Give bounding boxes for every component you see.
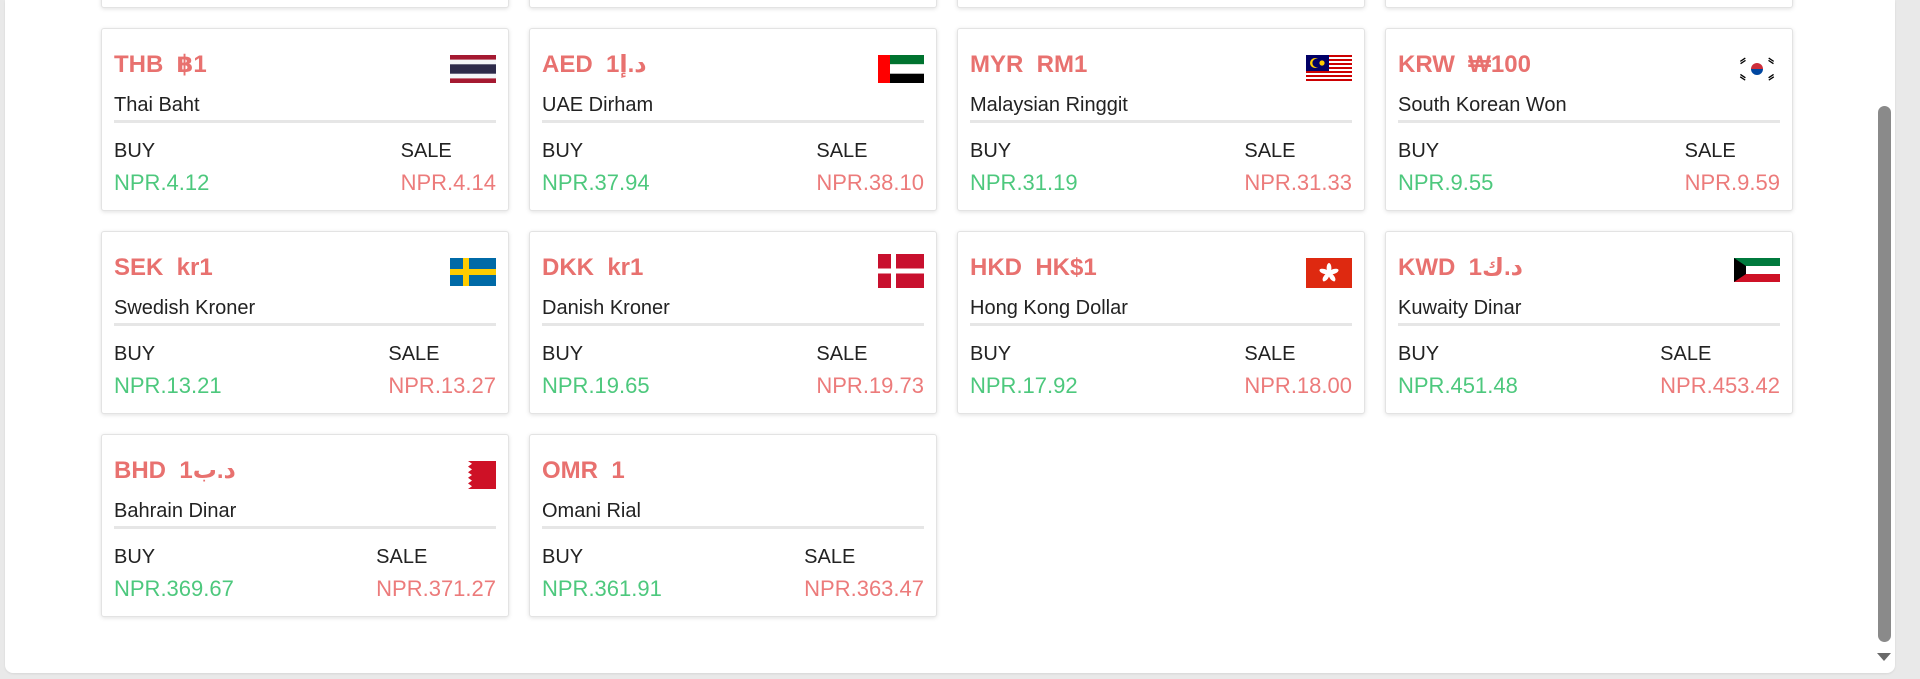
malaysia-flag-icon — [1306, 55, 1352, 83]
currency-card-sek: SEK kr1 Swedish Kroner BUY NPR.13.21 SAL… — [101, 231, 509, 414]
sale-label: SALE — [816, 343, 868, 365]
currency-code: KRW ₩100 — [1398, 51, 1531, 78]
currency-card-partial — [529, 0, 937, 8]
sale-rate: NPR.18.00 — [1244, 373, 1352, 398]
sale-rate: NPR.38.10 — [816, 170, 924, 195]
currency-name: Omani Rial — [542, 499, 924, 529]
currency-card-partial — [957, 0, 1365, 8]
sale-label: SALE — [1244, 343, 1296, 365]
sale-label: SALE — [816, 140, 868, 162]
buy-label: BUY — [542, 546, 584, 568]
currency-name: Danish Kroner — [542, 296, 924, 326]
currency-code: THB ฿1 — [114, 51, 207, 78]
currency-code: SEK kr1 — [114, 254, 213, 281]
buy-rate: NPR.4.12 — [114, 170, 210, 195]
sale-label: SALE — [1684, 140, 1736, 162]
denmark-flag-icon — [878, 254, 924, 288]
exchange-rate-panel: THB ฿1 Thai Baht BUY NPR.4.12 SALE NPR.4… — [5, 0, 1895, 673]
sale-rate: NPR.19.73 — [816, 373, 924, 398]
buy-rate: NPR.451.48 — [1398, 373, 1518, 398]
sale-label: SALE — [804, 546, 856, 568]
uae-flag-icon — [878, 55, 924, 83]
buy-label: BUY — [542, 343, 584, 365]
currency-card-hkd: HKD HK$1 Hong Kong Dollar BUY NPR.17.92 — [957, 231, 1365, 414]
buy-label: BUY — [114, 546, 156, 568]
currency-code: HKD HK$1 — [970, 254, 1097, 281]
currency-name: Kuwaity Dinar — [1398, 296, 1780, 326]
buy-label: BUY — [970, 343, 1012, 365]
sale-label: SALE — [376, 546, 428, 568]
currency-grid: THB ฿1 Thai Baht BUY NPR.4.12 SALE NPR.4… — [101, 0, 1793, 617]
buy-rate: NPR.13.21 — [114, 373, 222, 398]
thailand-flag-icon — [450, 55, 496, 83]
sale-rate: NPR.453.42 — [1660, 373, 1780, 398]
sale-label: SALE — [1244, 140, 1296, 162]
scrollbar-thumb[interactable] — [1878, 106, 1891, 642]
currency-name: Malaysian Ringgit — [970, 93, 1352, 123]
buy-label: BUY — [542, 140, 584, 162]
vertical-scrollbar[interactable] — [1873, 0, 1895, 673]
currency-card-thb: THB ฿1 Thai Baht BUY NPR.4.12 SALE NPR.4… — [101, 28, 509, 211]
buy-rate: NPR.361.91 — [542, 576, 662, 601]
currency-code: KWD د.ك1 — [1398, 254, 1523, 281]
currency-card-dkk: DKK kr1 Danish Kroner BUY NPR.19.65 SALE… — [529, 231, 937, 414]
buy-rate: NPR.19.65 — [542, 373, 650, 398]
sale-label: SALE — [400, 140, 452, 162]
currency-card-partial — [101, 0, 509, 8]
currency-name: Swedish Kroner — [114, 296, 496, 326]
sweden-flag-icon — [450, 258, 496, 286]
sale-rate: NPR.4.14 — [400, 170, 496, 195]
buy-rate: NPR.369.67 — [114, 576, 234, 601]
sale-rate: NPR.363.47 — [804, 576, 924, 601]
currency-code: DKK kr1 — [542, 254, 644, 281]
currency-card-omr: OMR 1 Omani Rial BUY NPR.361.91 SALE NPR… — [529, 434, 937, 617]
currency-code: AED د.إ1 — [542, 51, 647, 78]
sale-rate: NPR.371.27 — [376, 576, 496, 601]
buy-label: BUY — [114, 343, 156, 365]
currency-card-partial — [1385, 0, 1793, 8]
currency-name: Bahrain Dinar — [114, 499, 496, 529]
buy-rate: NPR.17.92 — [970, 373, 1078, 398]
currency-card-bhd: BHD د.ب1 Bahrain Dinar BUY NPR.369.67 SA… — [101, 434, 509, 617]
currency-name: Thai Baht — [114, 93, 496, 123]
scroll-down-arrow-icon[interactable] — [1877, 653, 1891, 661]
sale-rate: NPR.31.33 — [1244, 170, 1352, 195]
sale-label: SALE — [1660, 343, 1712, 365]
buy-label: BUY — [1398, 140, 1440, 162]
currency-code: MYR RM1 — [970, 51, 1088, 78]
currency-code: BHD د.ب1 — [114, 457, 236, 484]
sale-rate: NPR.9.59 — [1684, 170, 1780, 195]
buy-rate: NPR.9.55 — [1398, 170, 1494, 195]
south-korea-flag-icon — [1734, 55, 1780, 83]
buy-label: BUY — [114, 140, 156, 162]
buy-label: BUY — [1398, 343, 1440, 365]
sale-rate: NPR.13.27 — [388, 373, 496, 398]
currency-code: OMR 1 — [542, 457, 625, 484]
buy-label: BUY — [970, 140, 1012, 162]
currency-card-krw: KRW ₩100 — [1385, 28, 1793, 211]
kuwait-flag-icon — [1734, 258, 1780, 282]
hong-kong-flag-icon — [1306, 258, 1352, 288]
currency-name: UAE Dirham — [542, 93, 924, 123]
sale-label: SALE — [388, 343, 440, 365]
buy-rate: NPR.37.94 — [542, 170, 650, 195]
currency-card-kwd: KWD د.ك1 Kuwaity Dinar BUY NPR.451.48 SA… — [1385, 231, 1793, 414]
currency-card-aed: AED د.إ1 UAE Dirham BUY NPR.37.94 SALE N… — [529, 28, 937, 211]
currency-card-myr: MYR RM1 Malaysian Ringgit — [957, 28, 1365, 211]
bahrain-flag-icon — [462, 461, 496, 489]
buy-rate: NPR.31.19 — [970, 170, 1078, 195]
currency-name: Hong Kong Dollar — [970, 296, 1352, 326]
currency-name: South Korean Won — [1398, 93, 1780, 123]
